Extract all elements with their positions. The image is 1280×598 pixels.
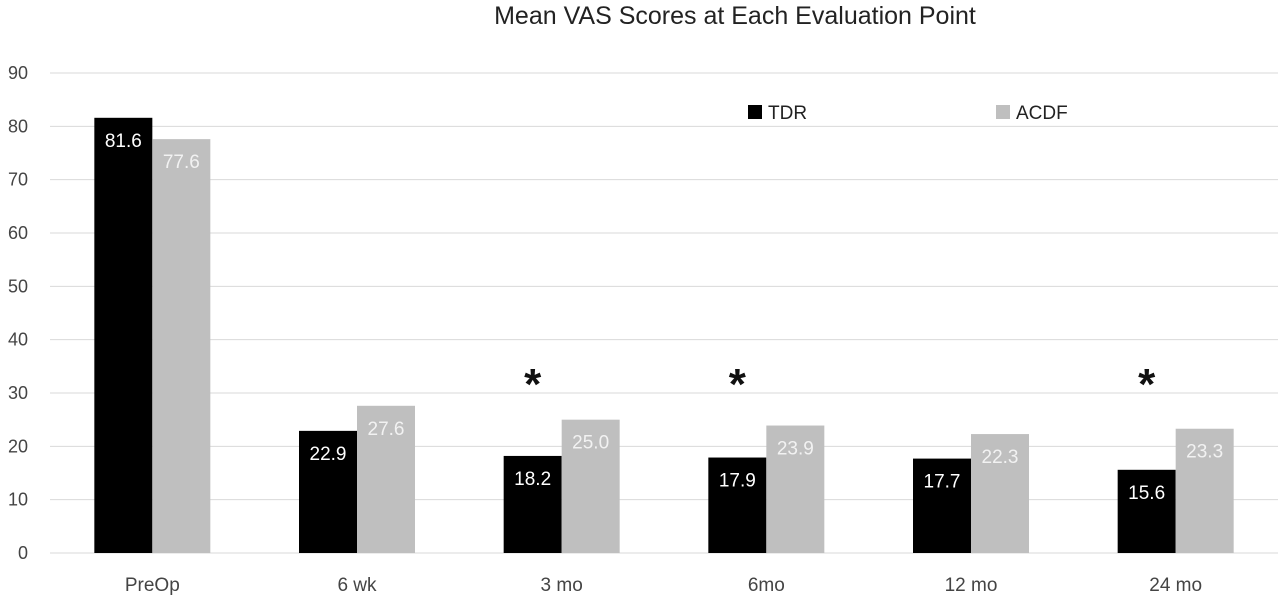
bar-acdf: [561, 419, 620, 553]
significance-markers: * * *: [524, 360, 1156, 409]
data-label: 23.3: [1186, 442, 1223, 463]
data-labels: 81.6 77.6 22.9 27.6 18.2 25.0 17.9 23.9 17.7 22.3…: [105, 131, 1223, 504]
grid-lines: [50, 72, 1278, 554]
data-label: 23.9: [777, 439, 814, 460]
y-axis-ticks: 0 10 20 30 40 50 60 70 80 90: [8, 63, 28, 563]
x-tick-label: PreOp: [125, 575, 180, 596]
bar-tdr: [94, 117, 153, 554]
y-tick-label: 50: [8, 276, 28, 296]
x-tick-label: 6mo: [748, 575, 785, 596]
data-label: 17.7: [924, 472, 961, 493]
data-label: 27.6: [368, 419, 405, 440]
x-tick-label: 6 wk: [337, 575, 377, 596]
bar-acdf: [357, 405, 415, 553]
bar-tdr: [1117, 469, 1176, 553]
data-label: 81.6: [105, 131, 142, 152]
data-label: 18.2: [514, 469, 551, 490]
bar-acdf: [152, 139, 211, 553]
y-tick-label: 10: [8, 490, 28, 510]
y-tick-label: 80: [8, 116, 28, 136]
significance-asterisk: *: [1138, 360, 1156, 409]
legend-swatch-tdr: [748, 105, 762, 119]
data-label: 15.6: [1128, 483, 1165, 504]
bar-acdf: [766, 425, 825, 553]
data-label: 22.9: [310, 444, 347, 465]
bar-tdr: [708, 457, 767, 553]
y-tick-label: 70: [8, 170, 28, 190]
x-tick-label: 3 mo: [541, 575, 583, 596]
x-axis-labels: PreOp 6 wk 3 mo 6mo 12 mo 24 mo: [125, 575, 1202, 596]
bars: [94, 117, 1234, 554]
y-tick-label: 40: [8, 330, 28, 350]
data-label: 22.3: [982, 447, 1019, 468]
bar-tdr: [503, 455, 562, 553]
chart-title: Mean VAS Scores at Each Evaluation Point: [494, 2, 976, 30]
x-tick-label: 24 mo: [1149, 575, 1202, 596]
significance-asterisk: *: [729, 360, 747, 409]
bar-tdr: [913, 458, 971, 553]
y-tick-label: 20: [8, 436, 28, 456]
data-label: 17.9: [719, 471, 756, 492]
data-label: 25.0: [572, 433, 609, 454]
y-tick-label: 90: [8, 63, 28, 83]
y-tick-label: 0: [18, 543, 28, 563]
data-label: 77.6: [163, 152, 200, 173]
bar-acdf: [1175, 428, 1234, 553]
significance-asterisk: *: [524, 360, 542, 409]
bar-acdf: [971, 434, 1029, 553]
legend-label-acdf: ACDF: [1016, 103, 1068, 124]
legend-label-tdr: TDR: [768, 103, 807, 124]
legend-swatch-acdf: [996, 105, 1010, 119]
x-tick-label: 12 mo: [945, 575, 998, 596]
y-tick-label: 30: [8, 383, 28, 403]
bar-tdr: [299, 430, 357, 553]
legend: TDR ACDF: [748, 103, 1068, 124]
y-tick-label: 60: [8, 223, 28, 243]
